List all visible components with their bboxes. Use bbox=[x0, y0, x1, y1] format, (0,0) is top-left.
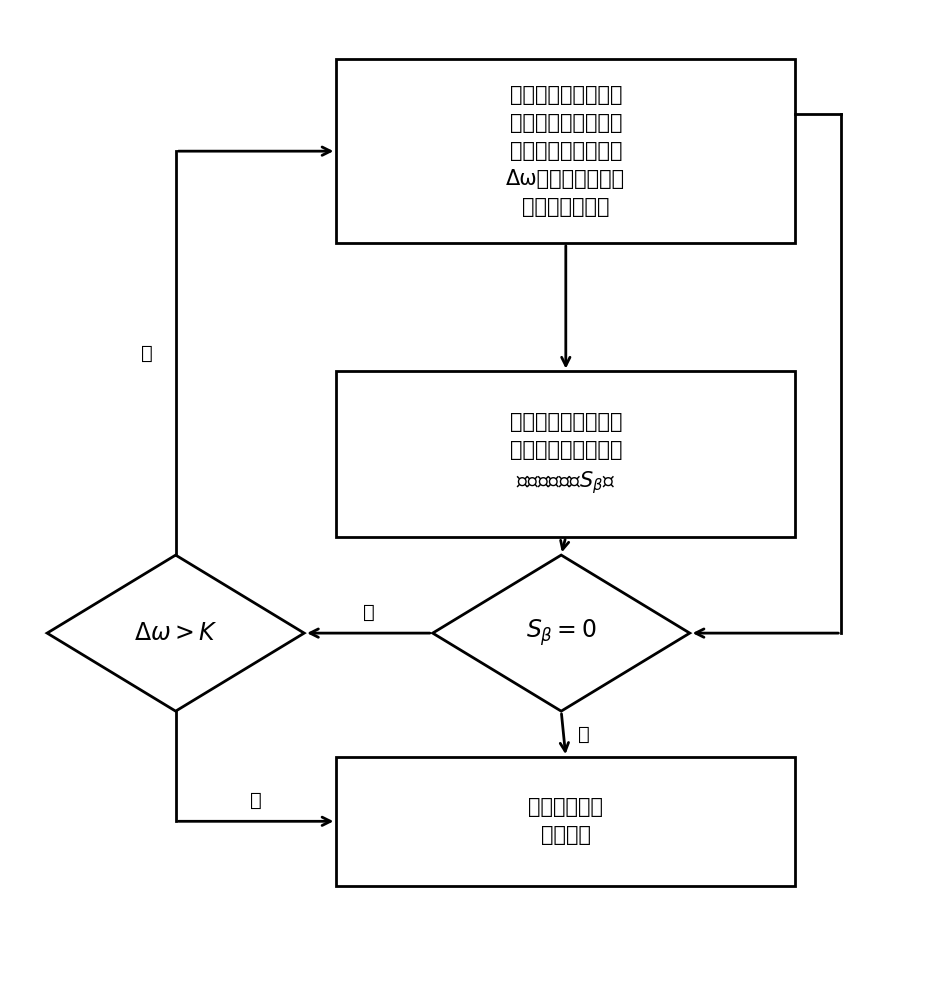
FancyBboxPatch shape bbox=[337, 757, 795, 886]
FancyBboxPatch shape bbox=[337, 59, 795, 243]
Text: 汽车失稳，触
发控制器: 汽车失稳，触 发控制器 bbox=[528, 797, 603, 845]
Text: 否: 否 bbox=[577, 725, 590, 744]
FancyBboxPatch shape bbox=[337, 371, 795, 537]
Text: 是: 是 bbox=[250, 791, 262, 810]
Polygon shape bbox=[432, 555, 690, 711]
Text: $\Delta\omega > K$: $\Delta\omega > K$ bbox=[134, 621, 218, 645]
Text: $S_{\beta} = 0$: $S_{\beta} = 0$ bbox=[526, 618, 596, 648]
Text: 根据质心侧偏角和质
心侧偏角速度查表计
算得到稳定度$S_{\beta}$。: 根据质心侧偏角和质 心侧偏角速度查表计 算得到稳定度$S_{\beta}$。 bbox=[509, 412, 622, 496]
Text: 根据车速、前轮转角
和路面附着系数输入
得到横摆角速度偏差
Δω，质心侧偏角和
质心侧偏角速度: 根据车速、前轮转角 和路面附着系数输入 得到横摆角速度偏差 Δω，质心侧偏角和 … bbox=[506, 85, 626, 217]
Polygon shape bbox=[47, 555, 304, 711]
Text: 否: 否 bbox=[141, 344, 153, 363]
Text: 否: 否 bbox=[362, 603, 374, 622]
